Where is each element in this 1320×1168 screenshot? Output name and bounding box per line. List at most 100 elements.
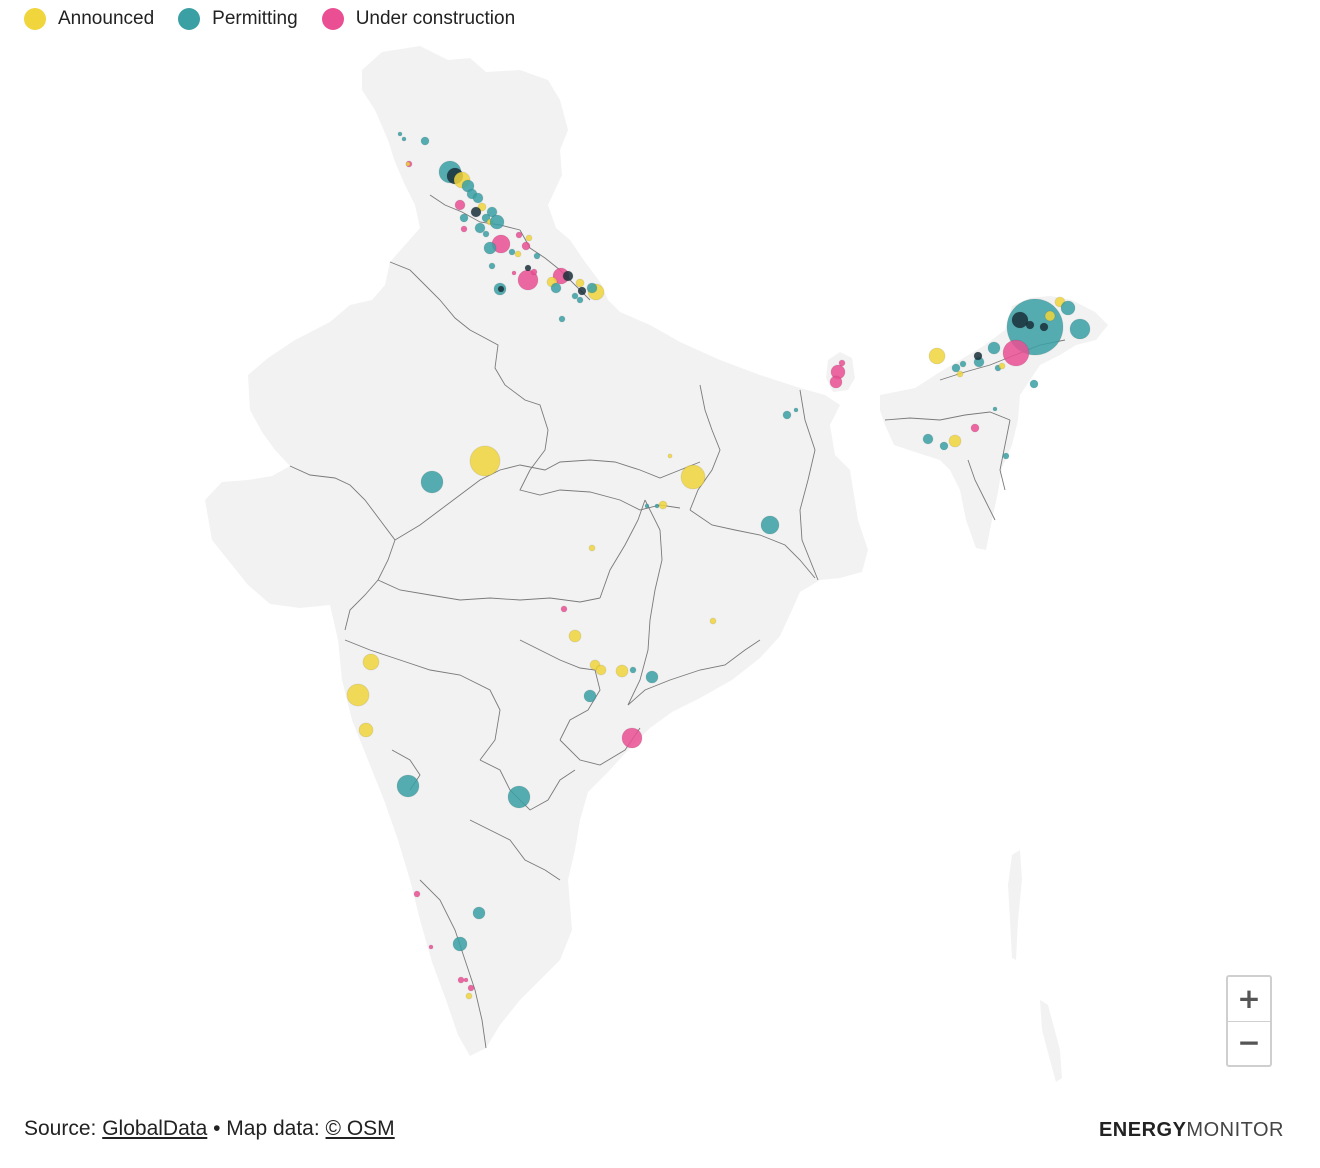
plant-marker[interactable] <box>452 936 468 952</box>
plant-marker[interactable] <box>460 225 468 233</box>
plant-marker[interactable] <box>1069 318 1091 340</box>
plant-marker[interactable] <box>560 605 568 613</box>
plant-marker[interactable] <box>472 906 486 920</box>
plant-marker[interactable] <box>973 351 983 361</box>
plant-marker[interactable] <box>397 131 403 137</box>
plant-marker[interactable] <box>577 286 587 296</box>
plant-marker[interactable] <box>948 434 962 448</box>
plant-marker[interactable] <box>928 347 946 365</box>
plant-marker[interactable] <box>474 222 486 234</box>
plant-marker[interactable] <box>470 206 482 218</box>
plant-marker[interactable] <box>507 785 531 809</box>
zoom-in-button[interactable]: + <box>1228 977 1270 1021</box>
plant-marker[interactable] <box>588 544 596 552</box>
plant-marker[interactable] <box>1025 320 1035 330</box>
plant-marker[interactable] <box>497 285 505 293</box>
plant-marker[interactable] <box>667 453 673 459</box>
plant-marker[interactable] <box>998 362 1006 370</box>
plant-marker[interactable] <box>583 689 597 703</box>
plant-marker[interactable] <box>1002 339 1030 367</box>
plant-marker[interactable] <box>558 315 566 323</box>
plant-marker[interactable] <box>396 774 420 798</box>
plant-marker[interactable] <box>992 406 998 412</box>
border-odisha-ap <box>627 639 761 706</box>
plant-marker[interactable] <box>550 282 562 294</box>
plant-marker[interactable] <box>533 252 541 260</box>
legend-item-announced[interactable]: Announced <box>24 8 154 30</box>
plant-marker[interactable] <box>615 664 629 678</box>
plant-marker[interactable] <box>956 370 964 378</box>
plant-marker[interactable] <box>680 464 706 490</box>
plant-marker[interactable] <box>428 944 434 950</box>
plant-marker[interactable] <box>987 341 1001 355</box>
plant-marker[interactable] <box>629 666 637 674</box>
plant-marker[interactable] <box>489 214 505 230</box>
plant-marker[interactable] <box>959 360 967 368</box>
plant-marker[interactable] <box>465 992 473 1000</box>
plant-marker[interactable] <box>760 515 780 535</box>
plant-marker[interactable] <box>405 161 411 167</box>
plant-marker[interactable] <box>467 984 475 992</box>
plant-marker[interactable] <box>358 722 374 738</box>
plant-marker[interactable] <box>1011 311 1029 329</box>
andaman-islands <box>1008 850 1022 960</box>
plant-marker[interactable] <box>1029 379 1039 389</box>
plant-marker[interactable] <box>521 241 531 251</box>
plant-marker[interactable] <box>483 241 497 255</box>
plant-marker[interactable] <box>922 433 934 445</box>
plant-marker[interactable] <box>576 296 584 304</box>
plant-marker[interactable] <box>568 629 582 643</box>
legend-item-permitting[interactable]: Permitting <box>178 8 298 30</box>
plant-marker[interactable] <box>508 248 516 256</box>
plant-marker[interactable] <box>575 278 585 288</box>
plant-marker[interactable] <box>951 363 961 373</box>
plant-marker[interactable] <box>463 977 469 983</box>
plant-marker[interactable] <box>1002 452 1010 460</box>
plant-marker[interactable] <box>939 441 949 451</box>
plant-marker[interactable] <box>420 136 430 146</box>
plant-marker[interactable] <box>1044 310 1056 322</box>
plant-marker[interactable] <box>524 264 532 272</box>
plant-marker[interactable] <box>595 664 607 676</box>
plant-marker[interactable] <box>346 683 370 707</box>
plant-marker[interactable] <box>838 359 846 367</box>
plant-marker[interactable] <box>401 136 407 142</box>
plant-marker[interactable] <box>654 503 660 509</box>
plant-marker[interactable] <box>1039 322 1049 332</box>
plant-marker[interactable] <box>530 268 538 276</box>
plant-marker[interactable] <box>469 445 501 477</box>
plant-marker[interactable] <box>457 976 465 984</box>
plant-marker[interactable] <box>362 653 380 671</box>
plant-marker[interactable] <box>709 617 717 625</box>
plant-marker[interactable] <box>586 282 598 294</box>
plant-marker[interactable] <box>514 250 522 258</box>
plant-marker[interactable] <box>658 500 668 510</box>
zoom-out-button[interactable]: − <box>1228 1020 1270 1066</box>
plant-marker[interactable] <box>454 199 466 211</box>
source-link[interactable]: GlobalData <box>102 1117 208 1140</box>
plant-marker[interactable] <box>525 234 533 242</box>
plant-marker[interactable] <box>486 206 498 218</box>
plant-marker[interactable] <box>782 410 792 420</box>
plant-marker[interactable] <box>488 262 496 270</box>
plant-marker[interactable] <box>511 270 517 276</box>
plant-marker[interactable] <box>793 407 799 413</box>
plant-marker[interactable] <box>571 292 579 300</box>
plant-marker[interactable] <box>970 423 980 433</box>
plant-marker[interactable] <box>515 231 523 239</box>
legend-item-under-construction[interactable]: Under construction <box>321 8 515 30</box>
plant-marker[interactable] <box>644 503 650 509</box>
plant-marker[interactable] <box>413 890 421 898</box>
plant-marker[interactable] <box>482 230 490 238</box>
plant-marker[interactable] <box>472 192 484 204</box>
plant-marker[interactable] <box>1060 300 1076 316</box>
map-data-link[interactable]: © OSM <box>325 1117 395 1140</box>
map-canvas[interactable] <box>0 0 1320 1100</box>
plant-marker[interactable] <box>459 213 469 223</box>
plant-marker[interactable] <box>562 270 574 282</box>
plant-marker[interactable] <box>621 727 643 749</box>
plant-marker[interactable] <box>420 470 444 494</box>
border-wb <box>799 389 819 581</box>
plant-marker[interactable] <box>829 375 843 389</box>
plant-marker[interactable] <box>645 670 659 684</box>
